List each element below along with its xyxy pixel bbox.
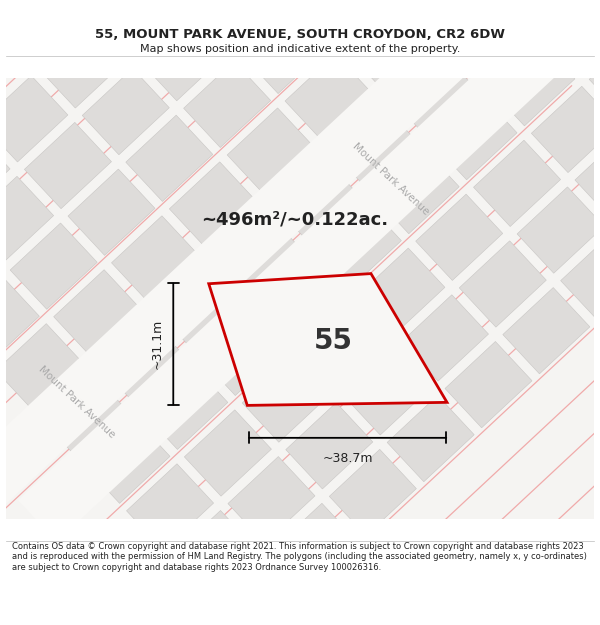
Polygon shape [560,234,600,320]
Polygon shape [198,0,285,47]
Polygon shape [10,223,97,309]
Polygon shape [285,54,372,141]
Polygon shape [445,341,532,428]
Polygon shape [97,0,184,54]
Polygon shape [300,302,387,388]
Polygon shape [209,274,447,406]
Polygon shape [25,122,112,209]
Polygon shape [444,0,532,79]
Polygon shape [575,133,600,219]
Polygon shape [545,0,600,72]
Text: 55, MOUNT PARK AVENUE, SOUTH CROYDON, CR2 6DW: 55, MOUNT PARK AVENUE, SOUTH CROYDON, CR… [95,29,505,41]
Polygon shape [184,410,271,496]
Polygon shape [40,371,127,457]
Polygon shape [401,295,488,381]
Text: ~31.1m: ~31.1m [150,319,163,369]
Polygon shape [199,309,286,396]
Polygon shape [227,108,314,194]
Polygon shape [127,464,214,550]
Polygon shape [387,396,474,482]
Text: ~38.7m: ~38.7m [322,452,373,465]
Polygon shape [430,94,517,180]
Polygon shape [517,187,600,273]
Polygon shape [112,216,199,302]
Polygon shape [271,503,359,589]
Polygon shape [53,270,141,356]
Polygon shape [358,248,445,334]
Polygon shape [589,32,600,119]
Polygon shape [343,0,430,86]
Polygon shape [18,0,600,542]
Polygon shape [214,558,301,625]
Polygon shape [532,86,600,173]
Polygon shape [416,194,503,281]
Polygon shape [213,209,300,295]
Polygon shape [256,255,344,342]
Polygon shape [228,456,315,543]
Polygon shape [386,47,473,133]
Polygon shape [83,417,170,503]
Polygon shape [314,201,401,288]
Polygon shape [503,288,590,374]
Polygon shape [169,162,256,248]
Polygon shape [329,449,416,536]
Polygon shape [242,356,329,442]
Text: Map shows position and indicative extent of the property.: Map shows position and indicative extent… [140,44,460,54]
Polygon shape [401,0,488,32]
Text: 55: 55 [314,328,353,355]
Polygon shape [141,363,228,449]
Polygon shape [0,176,53,262]
Text: Mount Park Avenue: Mount Park Avenue [37,364,117,440]
Text: Mount Park Avenue: Mount Park Avenue [351,141,431,218]
Polygon shape [372,148,459,234]
Polygon shape [170,511,257,597]
Text: ~496m²/~0.122ac.: ~496m²/~0.122ac. [202,211,388,229]
Polygon shape [0,76,68,162]
Polygon shape [155,262,242,349]
Polygon shape [0,20,481,625]
Polygon shape [459,241,547,327]
Polygon shape [82,69,169,155]
Polygon shape [271,154,358,241]
Polygon shape [97,316,184,402]
Polygon shape [38,22,126,108]
Polygon shape [0,277,40,363]
Polygon shape [329,101,416,187]
Polygon shape [241,8,329,94]
Polygon shape [68,169,155,256]
Polygon shape [126,115,213,201]
Polygon shape [0,324,83,410]
Polygon shape [473,140,560,226]
Polygon shape [184,61,271,148]
Polygon shape [502,0,589,25]
Polygon shape [0,129,10,216]
Polygon shape [344,349,431,435]
Polygon shape [299,0,386,39]
Text: Contains OS data © Crown copyright and database right 2021. This information is : Contains OS data © Crown copyright and d… [12,542,587,572]
Polygon shape [140,14,227,101]
Polygon shape [286,402,373,489]
Polygon shape [488,39,575,126]
